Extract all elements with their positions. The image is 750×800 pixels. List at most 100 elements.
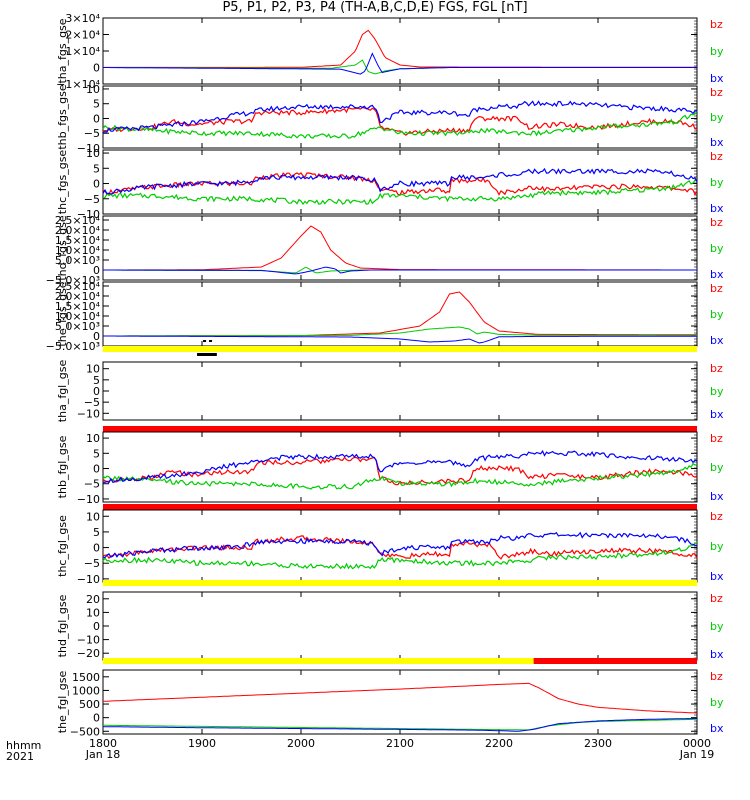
y-tick-label: 5 (93, 162, 100, 175)
legend-bz: bz (710, 670, 723, 683)
y-tick-label: 0 (93, 178, 100, 191)
y-tick-label: 5.0×10³ (55, 320, 100, 333)
x-tick-label: 0000 (683, 737, 711, 750)
y-tick-label: −10 (77, 573, 100, 586)
y-tick-label: −10 (77, 208, 100, 221)
y-axis-label: thc_fgl_gse (56, 515, 69, 577)
y-tick-label: 1.5×10⁴ (55, 300, 101, 313)
status-bar-yellow (103, 658, 534, 664)
y-tick-label: −5 (84, 396, 100, 409)
status-bar-yellow (103, 580, 697, 586)
x-tick-label: 2100 (386, 737, 414, 750)
panel-the_fgs_gse: 2.5×10⁴2.0×10⁴1.5×10⁴1.0×10⁴5.0×10³0−5.0… (46, 280, 724, 353)
status-bar-yellow (103, 346, 697, 352)
legend-bx: bx (710, 490, 724, 503)
y-tick-label: 0 (93, 264, 100, 277)
legend-bz: bz (710, 18, 723, 31)
y-axis-label: tha_fgl_gse (56, 360, 69, 423)
legend-bz: bz (710, 592, 723, 605)
legend-bx: bx (710, 136, 724, 149)
legend-bx: bx (710, 268, 724, 281)
legend-bx: bx (710, 408, 724, 421)
y-tick-label: 0 (93, 330, 100, 343)
panel-thc_fgl_gse: 10 5 0 −5 −10 thc_fgl_gse bz by bx (56, 504, 724, 586)
series-bz-line (103, 225, 697, 271)
y-tick-label: 5.0×10³ (55, 254, 100, 267)
x-tick-label: 2000 (287, 737, 315, 750)
time-format-label: hhmm (6, 739, 42, 752)
y-axis-label: tha_fgs_gse (56, 18, 69, 83)
y-tick-label: −5 (84, 557, 100, 570)
legend-by: by (710, 176, 724, 189)
series-bx-line (103, 335, 697, 344)
y-axis-label: the_fgl_gse (56, 671, 69, 734)
y-tick-label: −5 (84, 127, 100, 140)
y-tick-label: −5.0×10³ (46, 274, 100, 287)
series-by-line (102, 110, 698, 139)
series-bx-line (102, 718, 697, 732)
y-tick-label: −10 (77, 142, 100, 155)
legend-by: by (710, 45, 724, 58)
legend-by: by (710, 620, 724, 633)
y-tick-label: 0 (93, 385, 100, 398)
legend-by: by (710, 461, 724, 474)
y-tick-label: 1000 (72, 684, 100, 697)
y-tick-label: 1.0×10⁴ (55, 244, 101, 257)
series-bx-line (102, 100, 698, 133)
y-tick-label: 10 (86, 510, 100, 523)
y-tick-label: 10 (86, 83, 100, 96)
y-tick-label: 5 (93, 447, 100, 460)
legend-bz: bz (710, 282, 723, 295)
y-tick-label: −500 (70, 725, 100, 738)
panel-thb_fgl_gse: 10 5 0 −5 −10 thb_fgl_gse bz by bx (56, 426, 724, 506)
plot-frame (102, 17, 698, 85)
y-tick-label: −20 (77, 647, 100, 660)
y-tick-label: 10 (86, 432, 100, 445)
x-tick-label: 2300 (584, 737, 612, 750)
legend-bx: bx (710, 722, 724, 735)
y-axis-label: the_fgs_gse (56, 281, 69, 346)
series-bz-line (102, 172, 698, 196)
y-tick-label: 10 (86, 363, 100, 376)
y-tick-label: 0 (93, 712, 100, 725)
y-tick-label: −10 (77, 407, 100, 420)
y-tick-label: −5 (84, 193, 100, 206)
series-bz-line (102, 535, 698, 560)
y-tick-label: 5 (93, 526, 100, 539)
legend-by: by (710, 308, 724, 321)
x-tick-date-label: Jan 18 (85, 748, 120, 761)
y-tick-label: 5 (93, 98, 100, 111)
y-axis-label: thd_fgs_gse (56, 215, 69, 281)
plot-frame (102, 591, 698, 661)
legend-bz: bz (710, 362, 723, 375)
legend-bz: bz (710, 510, 723, 523)
series-by-line (102, 462, 698, 490)
y-axis-label: thd_fgl_gse (56, 594, 69, 657)
series-bz-line (102, 682, 698, 714)
y-tick-label: −10 (77, 634, 100, 647)
y-tick-label: 2.0×10⁴ (55, 290, 101, 303)
y-tick-label: 0 (93, 463, 100, 476)
y-axis-label: thb_fgs_gse (56, 84, 69, 150)
legend-bz: bz (710, 216, 723, 229)
legend-bz: bz (710, 432, 723, 445)
y-tick-label: 0 (93, 542, 100, 555)
y-tick-label: 500 (79, 698, 100, 711)
status-bar-red (103, 504, 697, 510)
x-tick-label: 1800 (89, 737, 117, 750)
y-tick-label: 3×10⁴ (65, 12, 100, 25)
legend-by: by (710, 111, 724, 124)
y-axis-label: thb_fgl_gse (56, 435, 69, 498)
y-tick-label: 2×10⁴ (65, 29, 100, 42)
y-tick-label: 0 (93, 112, 100, 125)
y-tick-label: 2.0×10⁴ (55, 224, 101, 237)
y-tick-label: 0 (93, 620, 100, 633)
data-marker (197, 353, 217, 356)
y-tick-label: 20 (86, 593, 100, 606)
series-bz-line (102, 456, 698, 486)
legend-bx: bx (710, 570, 724, 583)
